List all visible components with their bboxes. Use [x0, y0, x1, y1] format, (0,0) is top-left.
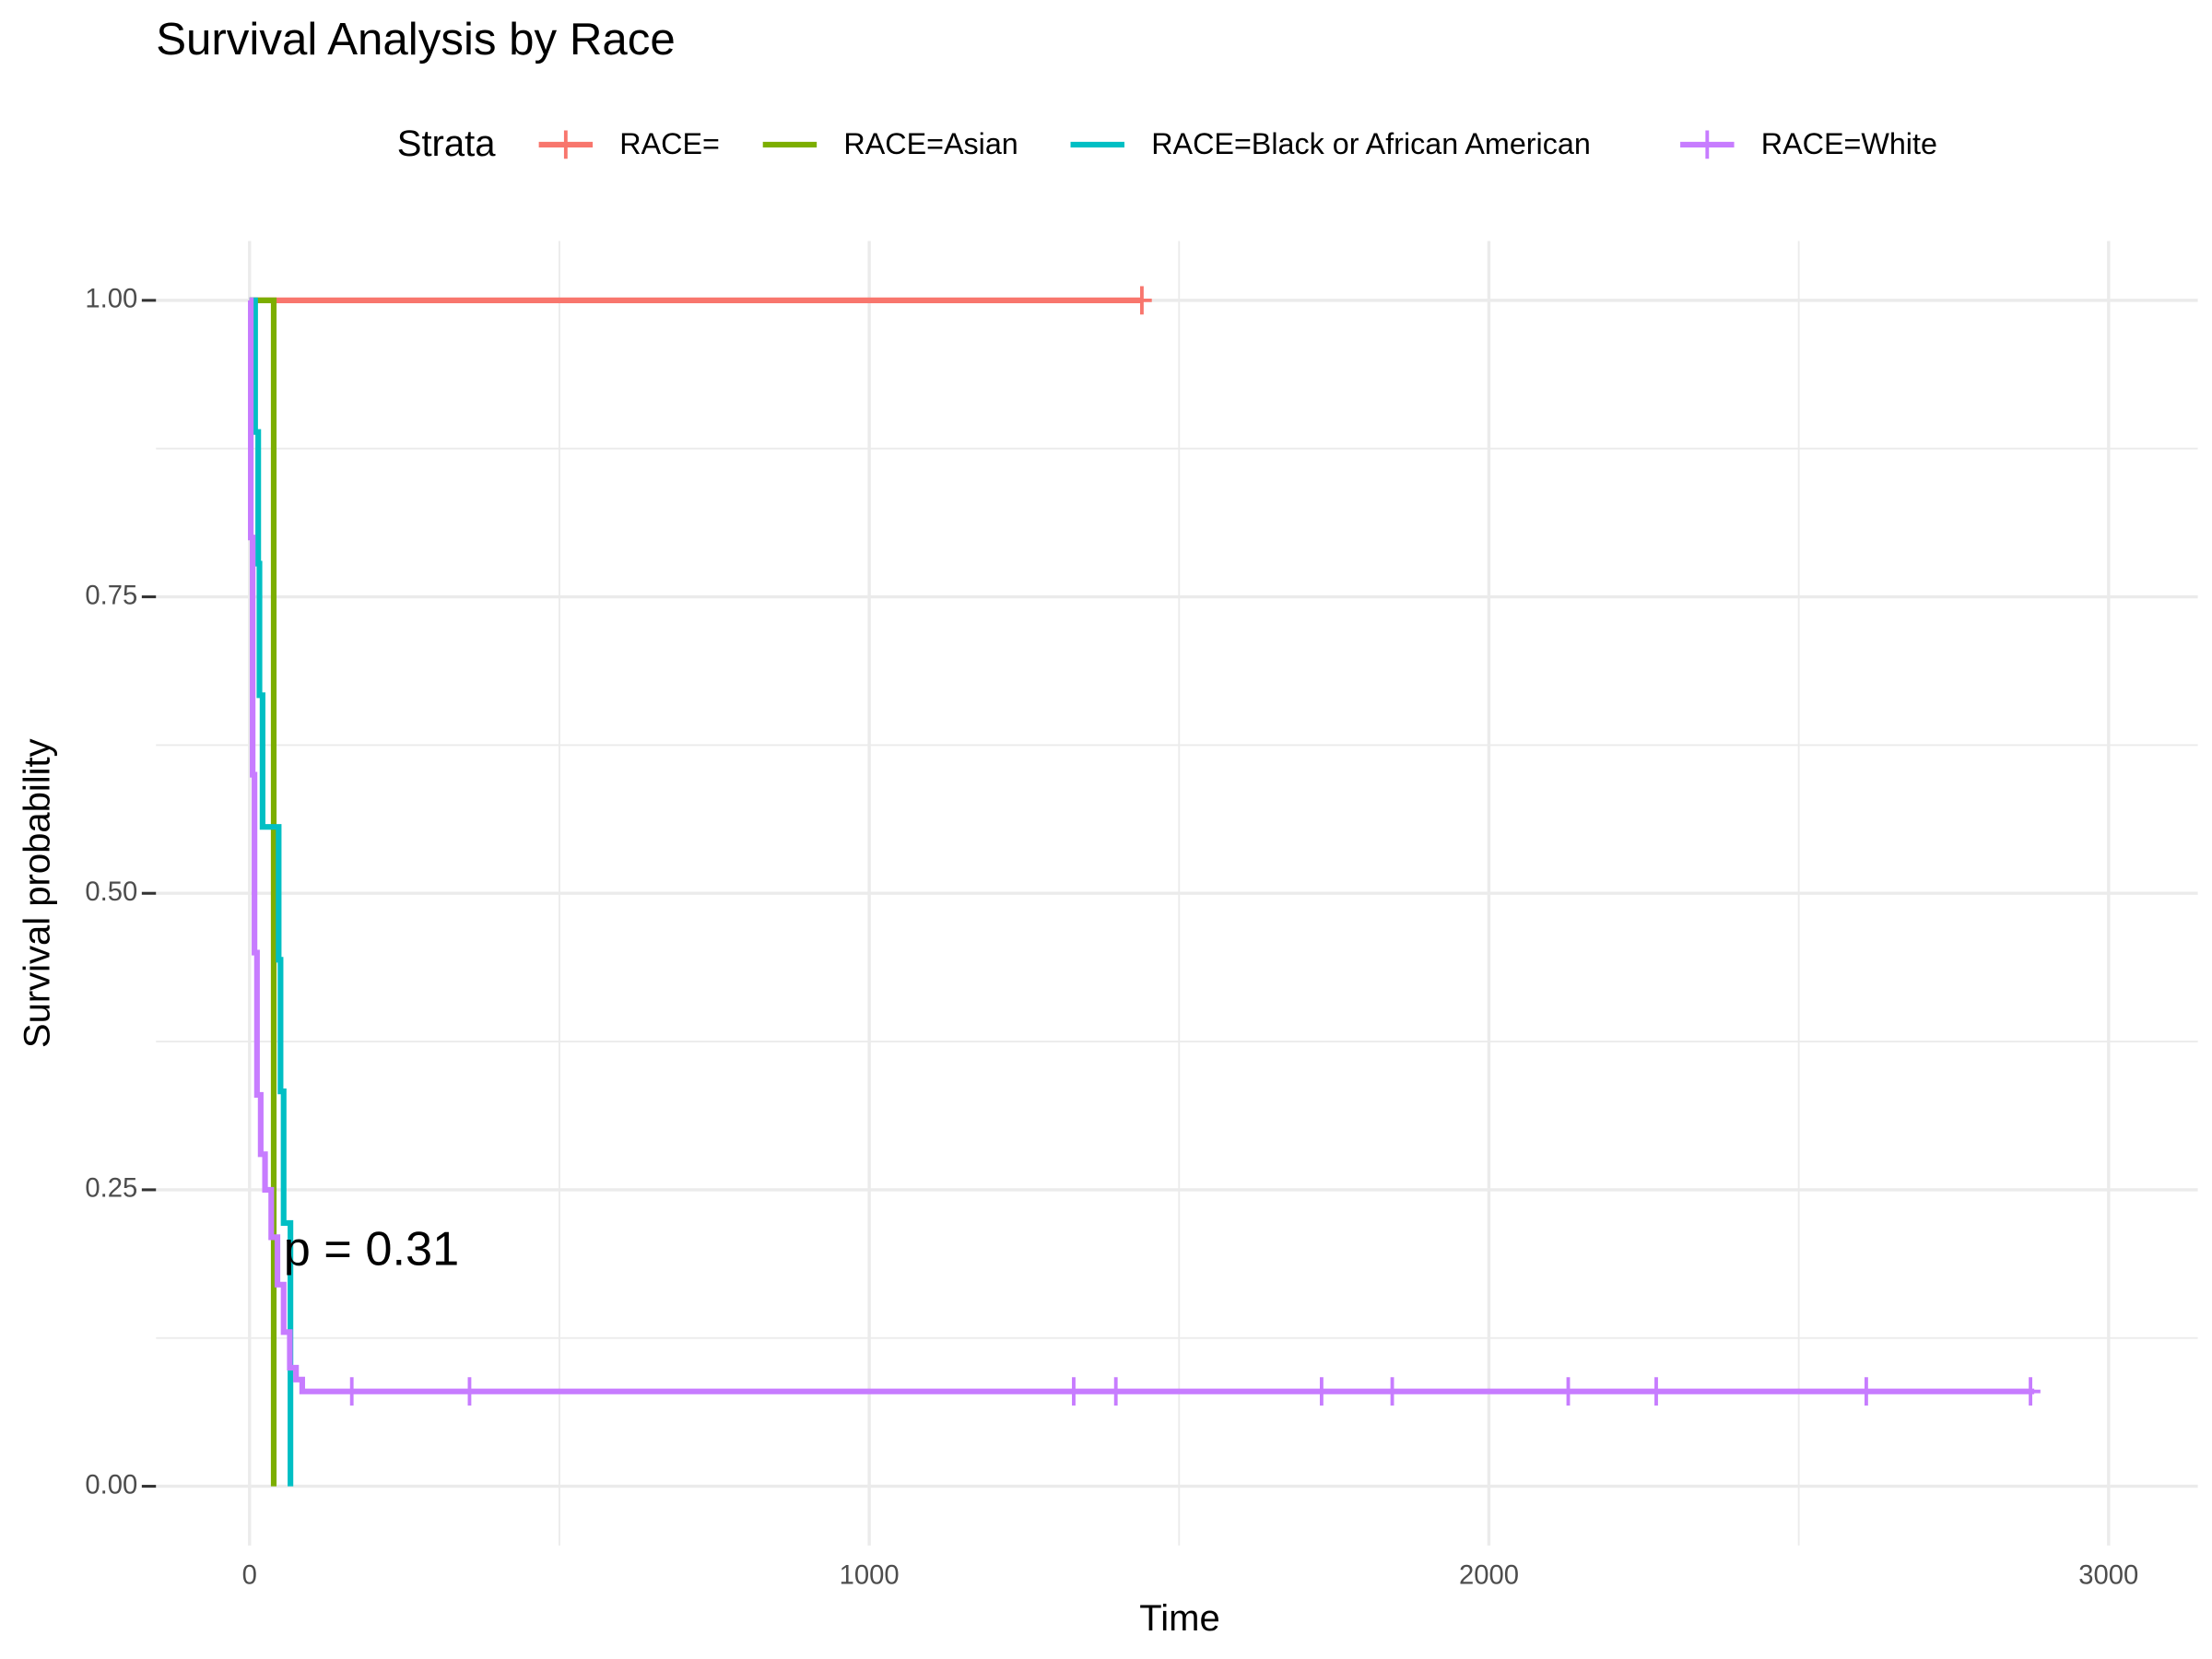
censor-mark [1856, 1377, 1877, 1406]
x-tick-label: 3000 [2078, 1560, 2138, 1590]
censor-mark [341, 1377, 362, 1406]
y-axis-label: Survival probability [18, 738, 58, 1048]
legend-label: RACE= [619, 127, 720, 160]
x-axis-label: Time [1139, 1598, 1219, 1639]
x-tick-label: 1000 [840, 1560, 900, 1590]
censor-mark [2020, 1377, 2041, 1406]
survival-curve [249, 297, 294, 1487]
y-tick-label: 0.25 [85, 1174, 137, 1204]
y-tick-label: 0.75 [85, 581, 137, 610]
legend-label: RACE=Asian [843, 127, 1018, 160]
annotation: p = 0.31 [284, 1222, 459, 1276]
survival-curve [248, 297, 2035, 1394]
censor-mark [459, 1377, 480, 1406]
censor-mark [1132, 286, 1152, 315]
chart-title: Survival Analysis by Race [156, 14, 676, 65]
censor-mark [1646, 1377, 1666, 1406]
legend-key-censor [556, 130, 576, 159]
x-tick-label: 2000 [1459, 1560, 1519, 1590]
censor-mark [1064, 1377, 1084, 1406]
y-tick-label: 0.50 [85, 877, 137, 907]
censor-mark [1312, 1377, 1332, 1406]
y-tick-label: 1.00 [85, 285, 137, 314]
legend-label: RACE=White [1761, 127, 1937, 160]
censor-mark [1558, 1377, 1579, 1406]
y-tick-label: 0.00 [85, 1470, 137, 1500]
censor-mark [1382, 1377, 1403, 1406]
legend-key-censor [1697, 130, 1718, 159]
legend-title: Strata [397, 124, 496, 164]
censor-mark [1105, 1377, 1126, 1406]
legend-label: RACE=Black or African American [1151, 127, 1591, 160]
x-tick-label: 0 [242, 1560, 257, 1590]
